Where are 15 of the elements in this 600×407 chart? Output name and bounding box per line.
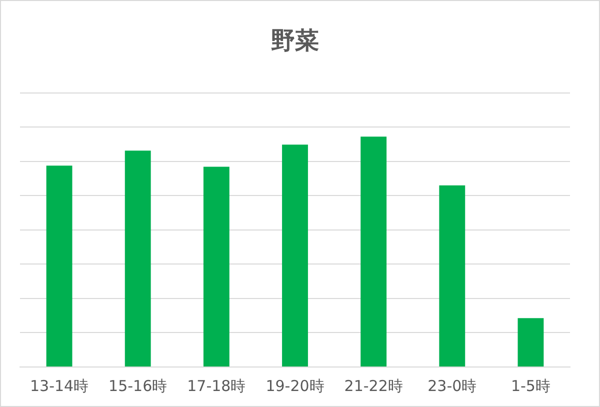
x-tick-label: 1-5時: [510, 376, 550, 395]
bar: [124, 150, 151, 366]
bar: [518, 318, 544, 366]
chart-title: 野菜: [271, 26, 319, 55]
x-tick-label: 23-0時: [428, 376, 477, 395]
x-tick-label: 13-14時: [30, 376, 89, 395]
x-tick-label: 15-16時: [108, 376, 168, 395]
bar: [360, 136, 387, 366]
bar: [282, 144, 308, 366]
x-tick-label: 17-18時: [187, 376, 246, 395]
bar: [203, 166, 230, 366]
x-tick-label: 19-20時: [266, 376, 324, 395]
bar: [46, 166, 72, 366]
bar: [439, 185, 466, 366]
x-tick-label: 21-22時: [344, 376, 403, 395]
